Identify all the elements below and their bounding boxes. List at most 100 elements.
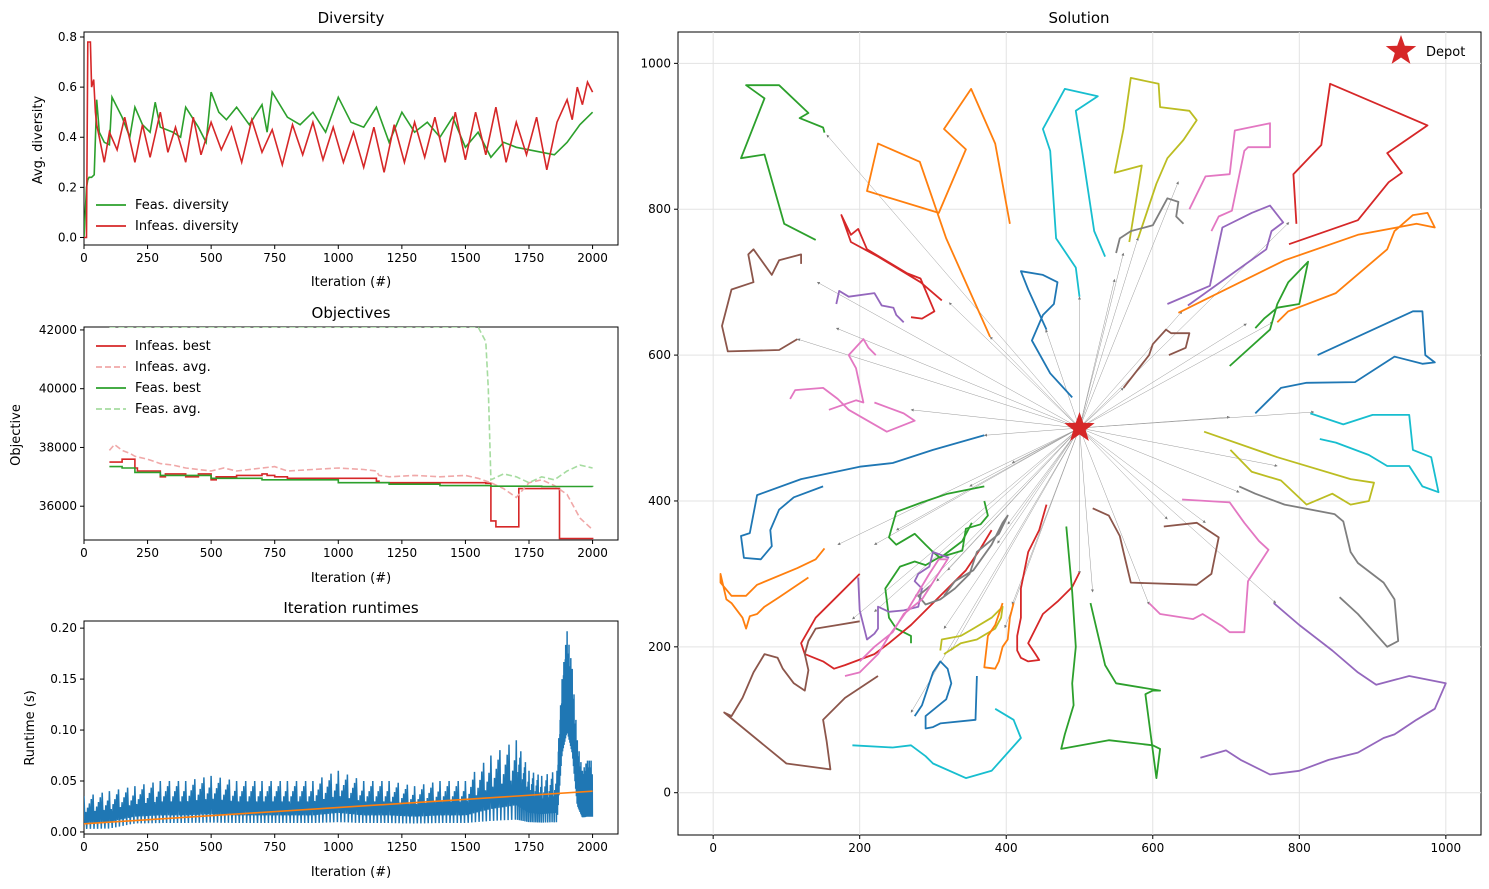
route-line xyxy=(740,434,985,561)
x-tick-label: 500 xyxy=(200,251,223,265)
depot-arrow xyxy=(837,427,1080,545)
x-tick-label: 1250 xyxy=(387,840,418,854)
solution-grid xyxy=(678,32,1481,835)
x-tick-label: 250 xyxy=(136,251,159,265)
runtimes-xlabel: Iteration (#) xyxy=(311,865,391,880)
depot-star xyxy=(1064,412,1095,441)
series-line-3 xyxy=(109,327,593,484)
x-tick-label: 1250 xyxy=(387,251,418,265)
legend-infeas-avg: Infeas. avg. xyxy=(135,360,211,375)
x-tick-label: 1000 xyxy=(323,840,354,854)
route-line xyxy=(1092,507,1220,586)
depot-arrow xyxy=(852,427,1080,620)
route-line xyxy=(1060,526,1161,779)
route-line xyxy=(857,551,950,641)
route-line xyxy=(1310,412,1440,494)
x-tick-label: 750 xyxy=(263,251,286,265)
x-tick-label: 0 xyxy=(709,841,717,855)
route-line xyxy=(1115,197,1185,254)
depot-arrow xyxy=(1079,427,1277,604)
depot-arrow xyxy=(1007,427,1080,525)
x-tick-label: 2000 xyxy=(577,840,608,854)
depot-arrow xyxy=(948,302,1080,429)
route-line xyxy=(1016,504,1081,663)
y-tick-label: 0.8 xyxy=(58,30,77,44)
x-tick-label: 1750 xyxy=(514,840,545,854)
y-tick-label: 40000 xyxy=(39,382,77,396)
x-tick-label: 1000 xyxy=(1431,841,1462,855)
objectives-title: Objectives xyxy=(312,304,391,322)
objectives-ylabel: Objective xyxy=(9,404,24,466)
depot-arrow xyxy=(910,427,1080,713)
y-tick-label: 0.2 xyxy=(58,180,77,194)
x-tick-label: 1250 xyxy=(387,546,418,560)
diversity-plot-area xyxy=(84,41,594,239)
x-tick-label: 1000 xyxy=(323,546,354,560)
runtimes-title: Iteration runtimes xyxy=(283,599,418,617)
diversity-ticks: 0 250 500 750 1000 1250 1500 1750 2000 0.0 0.2 0.4 0… xyxy=(58,30,608,265)
route-line xyxy=(721,248,802,353)
x-tick-label: 2000 xyxy=(577,546,608,560)
depot-arrow xyxy=(1079,387,1124,429)
y-tick-label: 42000 xyxy=(39,323,77,337)
route-line xyxy=(1188,122,1271,232)
x-tick-label: 1000 xyxy=(323,251,354,265)
depot-arrow xyxy=(989,336,1080,429)
route-line xyxy=(917,514,1009,606)
route-line xyxy=(1200,602,1447,776)
x-tick-label: 1750 xyxy=(514,251,545,265)
legend-feas-best: Feas. best xyxy=(135,381,201,396)
depot-arrow xyxy=(1045,329,1080,429)
legend-feas-diversity: Feas. diversity xyxy=(135,198,229,213)
depot-arrow xyxy=(874,427,1080,613)
depot-arrow xyxy=(1079,428,1094,593)
legend-depot-star xyxy=(1385,35,1417,64)
route-line xyxy=(723,620,879,771)
x-tick-label: 2000 xyxy=(577,251,608,265)
depot-arrow xyxy=(1079,427,1206,524)
route-line xyxy=(1113,77,1198,243)
depot-arrow xyxy=(1079,427,1240,493)
route-line xyxy=(1288,82,1429,246)
depot-arrow xyxy=(943,427,1080,629)
route-line xyxy=(852,708,1022,779)
route-line xyxy=(1203,430,1375,506)
y-tick-label: 38000 xyxy=(39,440,77,454)
diversity-title: Diversity xyxy=(318,9,385,27)
depot-arrow xyxy=(1079,427,1278,467)
depot-arrow xyxy=(910,408,1080,429)
y-tick-label: 0.05 xyxy=(50,774,77,788)
route-line xyxy=(828,338,877,411)
route-line xyxy=(1122,328,1191,389)
diversity-xlabel: Iteration (#) xyxy=(311,275,391,290)
depot-arrow xyxy=(936,427,1080,582)
legend-depot: Depot xyxy=(1426,45,1465,60)
diversity-axes: Diversity Iteration (#) Avg. diversity 0… xyxy=(31,9,619,290)
x-tick-label: 1750 xyxy=(514,546,545,560)
x-tick-label: 0 xyxy=(80,546,88,560)
series-line-1 xyxy=(84,41,594,239)
legend-infeas-diversity: Infeas. diversity xyxy=(135,219,239,234)
x-tick-label: 250 xyxy=(136,546,159,560)
solution-title: Solution xyxy=(1048,9,1109,27)
route-line xyxy=(835,289,905,323)
depot-arrow xyxy=(997,427,1080,544)
y-tick-label: 0.0 xyxy=(58,230,77,244)
depot-arrow xyxy=(1079,427,1150,605)
diversity-ylabel: Avg. diversity xyxy=(31,95,46,184)
y-tick-label: 200 xyxy=(648,640,671,654)
legend-depot-marker xyxy=(1385,35,1417,64)
depot-arrow xyxy=(969,427,1080,487)
x-tick-label: 750 xyxy=(263,546,286,560)
route-line xyxy=(1178,211,1436,323)
x-tick-label: 1500 xyxy=(450,251,481,265)
depot-arrow xyxy=(983,427,1080,437)
solution-routes xyxy=(719,77,1447,779)
route-line xyxy=(1167,204,1285,307)
solution-axes: Solution 0 200 400 600 800 1000 0 200 400 600 800 1… xyxy=(640,9,1482,855)
route-line xyxy=(866,88,1011,338)
route-line xyxy=(840,214,943,320)
y-tick-label: 0.15 xyxy=(50,672,77,686)
x-tick-label: 200 xyxy=(848,841,871,855)
x-tick-label: 1500 xyxy=(450,546,481,560)
